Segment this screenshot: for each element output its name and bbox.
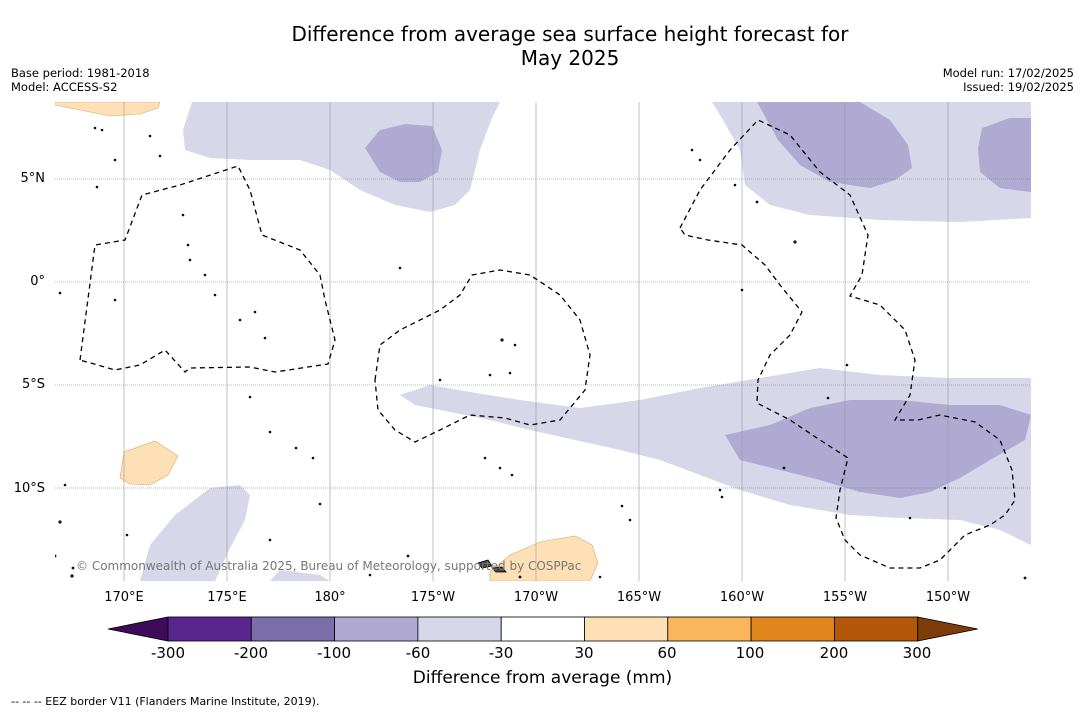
lat-label-5s: 5°S bbox=[21, 377, 45, 392]
model-run: Model run: 17/02/2025 bbox=[942, 66, 1074, 80]
samoa-island bbox=[477, 559, 493, 569]
lat-label-10s: 10°S bbox=[13, 481, 45, 496]
anomaly-region-orange-top bbox=[55, 102, 161, 117]
colorbar-extend-high bbox=[917, 616, 978, 642]
colorbar-title: Difference from average (mm) bbox=[412, 668, 673, 688]
eez-border-kiribati-phoenix bbox=[374, 269, 591, 443]
map-title-line1: Difference from average sea surface heig… bbox=[291, 22, 849, 46]
samoa-island-2 bbox=[491, 566, 507, 573]
meta-right: Model run: 17/02/2025 Issued: 19/02/2025 bbox=[943, 66, 1074, 94]
anomaly-region-medium-northeast bbox=[757, 102, 912, 188]
cbar-tick-label: 30 bbox=[574, 644, 594, 662]
footnote: -- -- -- EEZ border V11 (Flanders Marine… bbox=[11, 695, 320, 708]
lon-label-170w: 170°W bbox=[513, 590, 559, 605]
anomaly-region-orange-west bbox=[119, 440, 179, 486]
lat-gridlines bbox=[55, 178, 1031, 489]
colorbar-segment bbox=[250, 616, 336, 642]
colorbar-extend-low bbox=[107, 616, 169, 642]
cbar-tick-label: -60 bbox=[405, 644, 431, 662]
lon-gridlines bbox=[123, 102, 949, 581]
eez-border-kiribati-gilbert bbox=[79, 165, 336, 373]
lon-label-155w: 155°W bbox=[822, 590, 868, 605]
map-area bbox=[55, 102, 1031, 581]
copyright-text: © Commonwealth of Australia 2025, Bureau… bbox=[76, 559, 582, 573]
model-name: Model: ACCESS-S2 bbox=[11, 80, 118, 94]
lat-label-0: 0° bbox=[30, 274, 45, 289]
map-title-line2: May 2025 bbox=[520, 46, 620, 70]
lon-label-150w: 150°W bbox=[925, 590, 971, 605]
lon-label-175e: 175°E bbox=[207, 590, 247, 605]
eez-border-kiribati-line bbox=[679, 119, 1016, 569]
islands bbox=[55, 126, 1027, 580]
colorbar-segment bbox=[500, 616, 585, 642]
meta-left: Base period: 1981-2018 Model: ACCESS-S2 bbox=[11, 66, 150, 94]
anomaly-region-orange-south bbox=[489, 535, 599, 581]
issued-date: Issued: 19/02/2025 bbox=[963, 80, 1074, 94]
lon-label-165w: 165°W bbox=[616, 590, 662, 605]
cbar-tick-label: -200 bbox=[233, 644, 269, 662]
anomaly-region-medium-north bbox=[365, 124, 442, 182]
anomaly-region-light-south-small bbox=[270, 570, 330, 581]
lon-label-180: 180° bbox=[314, 590, 346, 605]
colorbar-segment bbox=[584, 616, 669, 642]
colorbar-segment bbox=[167, 616, 252, 642]
anomaly-region-medium-south bbox=[725, 400, 1031, 498]
base-period: Base period: 1981-2018 bbox=[11, 66, 150, 80]
colorbar-segment bbox=[834, 616, 919, 642]
lon-label-175w: 175°W bbox=[410, 590, 456, 605]
colorbar bbox=[107, 616, 978, 642]
map-title: Difference from average sea surface heig… bbox=[0, 22, 1085, 70]
cbar-tick-label: 300 bbox=[902, 644, 932, 662]
colorbar-segment bbox=[417, 616, 502, 642]
lon-label-170e: 170°E bbox=[104, 590, 144, 605]
colorbar-segment bbox=[334, 616, 419, 642]
anomaly-region-light-north bbox=[183, 102, 500, 212]
colorbar-segment bbox=[750, 616, 835, 642]
anomaly-region-light-southwest bbox=[140, 485, 250, 581]
cbar-tick-label: -100 bbox=[316, 644, 352, 662]
cbar-tick-label: 60 bbox=[657, 644, 677, 662]
colorbar-segment bbox=[667, 616, 752, 642]
cbar-tick-label: -300 bbox=[150, 644, 186, 662]
anomaly-region-medium-east bbox=[978, 118, 1031, 192]
lat-label-5n: 5°N bbox=[20, 171, 46, 186]
cbar-tick-label: 100 bbox=[735, 644, 765, 662]
cbar-tick-label: 200 bbox=[819, 644, 849, 662]
eez-borders bbox=[79, 119, 1016, 569]
cbar-tick-label: -30 bbox=[488, 644, 514, 662]
lon-label-160w: 160°W bbox=[719, 590, 765, 605]
